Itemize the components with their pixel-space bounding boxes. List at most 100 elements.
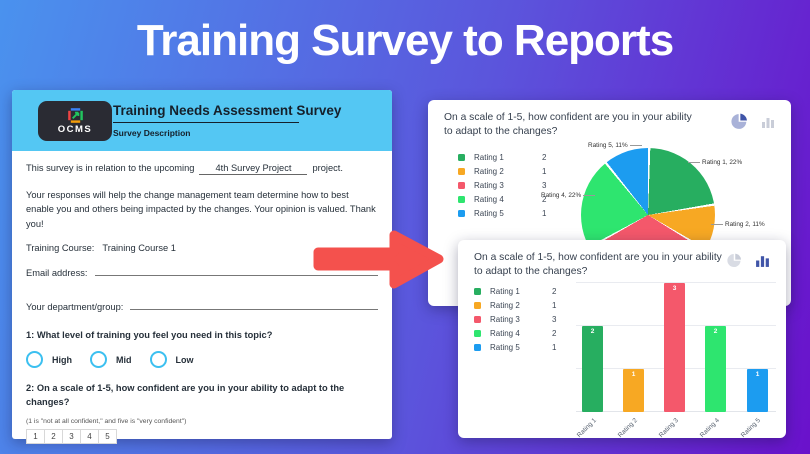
ocms-logo: OCMS — [38, 101, 112, 141]
radio-high-label: High — [52, 354, 72, 365]
survey-subtitle: Survey Description — [113, 128, 191, 138]
survey-form-body: This survey is in relation to the upcomi… — [12, 151, 392, 454]
bar-value-label: 2 — [590, 328, 595, 335]
department-input[interactable] — [130, 299, 378, 311]
legend-row: Rating 5 1 — [458, 206, 546, 220]
legend-label: Rating 5 — [490, 342, 520, 352]
legend-label: Rating 1 — [474, 152, 504, 162]
legend-row: Rating 5 1 — [474, 340, 556, 354]
bar-report-card: On a scale of 1-5, how confident are you… — [458, 240, 786, 439]
chart-type-toggle — [727, 253, 770, 268]
legend-label: Rating 3 — [490, 314, 520, 324]
department-label: Your department/group: — [26, 302, 124, 313]
email-input[interactable] — [94, 265, 378, 277]
x-tick-rating-5: Rating 5 — [739, 417, 762, 440]
radio-mid-label: Mid — [116, 354, 132, 365]
legend-swatch-rating-5 — [474, 343, 481, 351]
legend-row: Rating 4 2 — [458, 192, 546, 206]
bar-value-label: 1 — [631, 371, 636, 378]
pie-slice-label-rating-4: Rating 4, 22% — [541, 192, 597, 199]
scale-option-3[interactable]: 3 — [62, 429, 81, 445]
legend-label: Rating 2 — [490, 300, 520, 310]
page-title: Training Survey to Reports — [136, 16, 674, 65]
pie-slice-label-rating-2: Rating 2, 11% — [709, 221, 765, 228]
legend-value: 2 — [552, 328, 557, 338]
x-tick-rating-1: Rating 1 — [575, 417, 598, 440]
legend-swatch-rating-4 — [474, 329, 481, 337]
bar-card-title: On a scale of 1-5, how confident are you… — [474, 252, 722, 277]
bar-rating-1[interactable]: 2 — [582, 326, 603, 412]
survey-title: Training Needs Assessment Survey — [113, 103, 342, 118]
question-2-hint: (1 is "not at all confident," and five i… — [26, 418, 187, 426]
bar-rating-3[interactable]: 3 — [664, 283, 685, 412]
pie-chart-icon[interactable] — [727, 253, 742, 268]
legend-swatch-rating-2 — [458, 167, 465, 175]
legend-value: 1 — [552, 300, 557, 310]
pie-chart-icon[interactable] — [731, 113, 748, 130]
legend-swatch-rating-1 — [474, 287, 481, 295]
email-label: Email address: — [26, 268, 88, 279]
scale-1-5: 1 2 3 4 5 — [26, 429, 378, 445]
bar-rating-2[interactable]: 1 — [623, 369, 644, 412]
bar-value-label: 3 — [672, 285, 677, 292]
legend-value: 1 — [542, 208, 547, 218]
survey-title-underline — [113, 122, 299, 123]
legend-label: Rating 5 — [474, 208, 504, 218]
legend-swatch-rating-4 — [458, 195, 465, 203]
legend-row: Rating 2 1 — [474, 298, 556, 312]
radio-high[interactable] — [26, 351, 43, 369]
pie-card-title: On a scale of 1-5, how confident are you… — [444, 112, 692, 137]
radio-low-label: Low — [175, 354, 194, 365]
legend-value: 1 — [542, 166, 547, 176]
scale-option-5[interactable]: 5 — [98, 429, 117, 445]
legend-value: 2 — [542, 194, 547, 204]
radio-low[interactable] — [149, 351, 167, 369]
survey-project-field[interactable]: 4th Survey Project — [199, 163, 308, 175]
legend-row: Rating 1 2 — [474, 284, 556, 298]
legend-row: Rating 1 2 — [458, 150, 546, 164]
x-tick-rating-3: Rating 3 — [657, 417, 680, 440]
bar-rating-4[interactable]: 2 — [705, 326, 726, 412]
pie-slice-label-rating-5: Rating 5, 11% — [588, 142, 644, 149]
legend-swatch-rating-5 — [458, 209, 465, 217]
legend-value: 2 — [552, 286, 557, 296]
legend-label: Rating 2 — [474, 166, 504, 176]
pie-slice-label-rating-1: Rating 1, 22% — [686, 159, 742, 166]
legend-swatch-rating-3 — [474, 315, 481, 323]
bar-value-label: 2 — [713, 328, 718, 335]
x-tick-rating-2: Rating 2 — [616, 417, 639, 440]
legend-swatch-rating-2 — [474, 301, 481, 309]
legend-label: Rating 3 — [474, 180, 504, 190]
bar-value-label: 1 — [755, 371, 760, 378]
bar-plot-area: 2 1 3 2 1 Rating 1 Rating 2 Rating 3 Rat… — [576, 276, 776, 439]
chart-type-toggle — [731, 113, 775, 130]
scale-option-4[interactable]: 4 — [80, 429, 99, 445]
bar-rating-5[interactable]: 1 — [747, 369, 768, 412]
survey-description-text: Your responses will help the change mana… — [26, 190, 376, 229]
legend-label: Rating 4 — [474, 194, 504, 204]
scale-option-2[interactable]: 2 — [44, 429, 63, 445]
legend-value: 3 — [552, 314, 557, 324]
radio-mid[interactable] — [90, 351, 107, 369]
legend-value: 3 — [542, 180, 547, 190]
legend-row: Rating 3 3 — [474, 312, 556, 326]
legend-swatch-rating-1 — [458, 153, 465, 161]
ocms-logo-icon — [67, 107, 83, 123]
survey-form-header: OCMS Training Needs Assessment Survey Su… — [12, 90, 392, 151]
legend-row: Rating 2 1 — [458, 164, 546, 178]
intro-prefix: This survey is in relation to the upcomi… — [26, 163, 195, 173]
question-2-text: 2: On a scale of 1-5, how confident are … — [26, 383, 345, 408]
training-course-label: Training Course: — [26, 243, 95, 254]
legend-label: Rating 1 — [490, 286, 520, 296]
intro-suffix: project. — [312, 163, 343, 173]
scale-option-1[interactable]: 1 — [26, 429, 45, 445]
x-tick-rating-4: Rating 4 — [698, 417, 721, 440]
legend-swatch-rating-3 — [458, 181, 465, 189]
legend-value: 2 — [542, 152, 547, 162]
bar-chart-icon[interactable] — [761, 115, 775, 129]
arrow-right-icon — [313, 230, 444, 289]
bar-chart-icon[interactable] — [755, 253, 770, 268]
